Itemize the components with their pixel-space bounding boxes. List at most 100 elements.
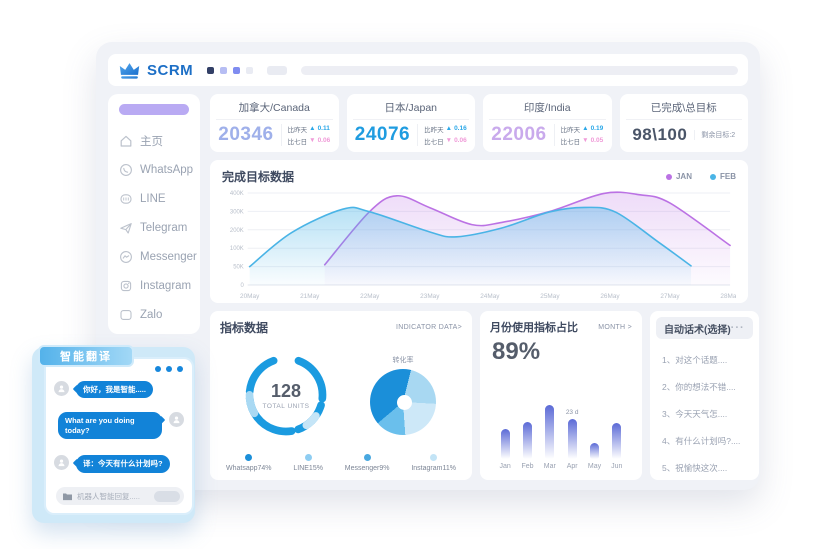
send-button[interactable] <box>154 490 180 502</box>
month-bar-chart: Jan Feb Mar 23 d Apr May Jun <box>490 366 632 472</box>
sidebar-item-home[interactable]: 主页 <box>119 126 200 155</box>
chat-input-bar[interactable]: 机器人智能回复..... <box>56 487 184 505</box>
chat-menu-dot <box>166 366 172 372</box>
legend-item-feb[interactable]: FEB <box>710 172 736 181</box>
sidebar-item-line[interactable]: LINE <box>119 184 200 213</box>
script-item-2[interactable]: 2、你的想法不错.... <box>662 382 736 392</box>
goal-area-chart: 400K 300K 200K 100K 50K 0 20May 21May 22May 23May… <box>230 191 736 300</box>
stat-value: 20346 <box>218 123 274 145</box>
dashboard-window: SCRM 主页 WhatsApp LINE Teleg <box>96 42 760 490</box>
legend-label: Instagram11% <box>411 465 456 472</box>
chat-menu-dots[interactable] <box>155 366 183 372</box>
line-icon <box>119 192 133 206</box>
up-arrow-icon: ▲ <box>445 125 453 132</box>
bot-avatar <box>54 455 69 471</box>
svg-text:25May: 25May <box>540 293 560 300</box>
stat-row-label: 比昨天 <box>424 126 444 134</box>
stat-cards-row: 加拿大/Canada 20346 比昨天 ▲ 0.11 比七日 ▼ 0.06 日本/Ja… <box>210 94 748 152</box>
auto-scripts-header: 自动话术(选择) ··· <box>656 317 753 339</box>
legend-dot <box>665 173 672 180</box>
bar-label: Jan <box>499 463 511 470</box>
folder-icon <box>62 492 73 501</box>
crown-logo-icon <box>118 61 141 80</box>
month-usage-panel: 月份使用指标占比 MONTH > 89% Jan Feb Mar 23 d Apr May… <box>480 311 642 480</box>
stat-title: 日本/Japan <box>352 100 469 120</box>
bottom-row: 指标数据 INDICATOR DATA> 128 <box>210 311 759 480</box>
stat-row-label: 比七日 <box>287 138 308 146</box>
stat-row-value: 0.06 <box>317 137 331 144</box>
stat-row-value: 0.19 <box>590 125 604 132</box>
svg-text:300K: 300K <box>230 209 244 215</box>
svg-text:27May: 27May <box>660 293 680 300</box>
legend-dot <box>430 454 438 461</box>
stat-note: 剩余目标:2 <box>694 129 735 140</box>
script-item-3[interactable]: 3、今天天气怎.... <box>662 409 728 419</box>
donut-total-label: TOTAL UNITS <box>262 402 310 410</box>
legend-item-jan[interactable]: JAN <box>665 172 692 181</box>
donut-chart: 128 TOTAL UNITS <box>238 347 334 443</box>
bar-label: May <box>587 463 602 470</box>
script-item-4[interactable]: 4、有什么计划吗?.... <box>662 436 741 446</box>
legend-label: LINE15% <box>293 465 323 472</box>
instagram-icon <box>119 279 133 293</box>
bar-column: 23 d Apr <box>561 380 583 472</box>
stat-row-label: 比昨天 <box>560 126 581 134</box>
donut-total-value: 128 <box>270 380 302 401</box>
menu-square-2[interactable] <box>220 66 228 74</box>
script-item-1[interactable]: 1、对这个话题.... <box>662 355 728 365</box>
bar-column: Feb <box>516 380 538 472</box>
bar-annotation: 23 d <box>565 409 579 416</box>
main-area: 主页 WhatsApp LINE Telegram Messenger Inst… <box>108 94 759 480</box>
script-item-5[interactable]: 5、祝愉快这次.... <box>662 463 728 473</box>
brand-name: SCRM <box>147 61 194 79</box>
bar-label: Apr <box>566 463 578 470</box>
svg-text:50K: 50K <box>233 265 244 271</box>
stat-row-label: 比七日 <box>424 138 444 146</box>
sidebar-item-zalo[interactable]: Zalo <box>119 300 200 329</box>
sidebar-item-telegram[interactable]: Telegram <box>119 213 200 242</box>
menu-square-4[interactable] <box>246 66 254 74</box>
month-link[interactable]: MONTH > <box>598 323 632 331</box>
sidebar-item-instagram[interactable]: Instagram <box>119 271 200 300</box>
bar-column: Jan <box>494 380 516 472</box>
stat-row-value: 0.05 <box>590 137 604 144</box>
svg-text:20May: 20May <box>240 293 260 300</box>
bar-label: Jun <box>611 463 623 470</box>
svg-text:22May: 22May <box>360 293 380 300</box>
sidebar-item-label: WhatsApp <box>140 163 194 176</box>
chart-legend: JAN FEB <box>665 172 736 181</box>
sidebar-item-messenger[interactable]: Messenger <box>119 242 200 271</box>
up-arrow-icon: ▲ <box>309 125 316 132</box>
menu-square-1[interactable] <box>207 66 215 74</box>
topbar: SCRM <box>108 54 748 86</box>
sidebar-logo-pill <box>119 104 189 115</box>
chat-bubble: 你好，我是智能..... <box>76 381 153 399</box>
bar-column: Mar <box>539 380 561 472</box>
content-column: 加拿大/Canada 20346 比昨天 ▲ 0.11 比七日 ▼ 0.06 日本/Ja… <box>210 94 759 480</box>
toolbar-bar <box>301 65 738 75</box>
chat-bubble: 译：今天有什么计划吗? <box>76 455 170 473</box>
chat-message-right: What are you doing today? <box>46 412 192 440</box>
sidebar-item-whatsapp[interactable]: WhatsApp <box>119 155 200 184</box>
menu-square-3[interactable] <box>233 66 241 74</box>
usage-percentage: 89% <box>492 338 541 365</box>
bar <box>545 405 555 459</box>
bar-label: Feb <box>521 463 534 470</box>
chat-title-tab: 智能翻译 <box>38 345 134 367</box>
stat-title: 加拿大/Canada <box>216 100 333 120</box>
sidebar-item-label: Zalo <box>140 308 163 321</box>
stat-card-goal: 已完成\总目标 98\100 剩余目标:2 <box>619 94 748 152</box>
auto-scripts-panel: 自动话术(选择) ··· 1、对这个话题.... 2、你的想法不错.... 3、… <box>650 311 759 480</box>
sidebar-item-label: 主页 <box>140 135 163 148</box>
messenger-icon <box>119 250 133 264</box>
down-arrow-icon: ▼ <box>445 137 453 144</box>
panel-title: 指标数据 <box>220 321 269 335</box>
indicator-legend: Whatsapp74% LINE15% Messenger9% Instagra… <box>220 452 462 472</box>
svg-text:28May: 28May <box>720 293 736 300</box>
sidebar-item-label: Telegram <box>140 221 188 234</box>
indicator-data-link[interactable]: INDICATOR DATA> <box>395 324 462 331</box>
legend-label: Whatsapp74% <box>226 465 272 472</box>
chat-menu-dot <box>155 366 161 372</box>
more-menu-icon[interactable]: ··· <box>730 322 745 334</box>
sidebar-item-label: Messenger <box>140 250 197 263</box>
